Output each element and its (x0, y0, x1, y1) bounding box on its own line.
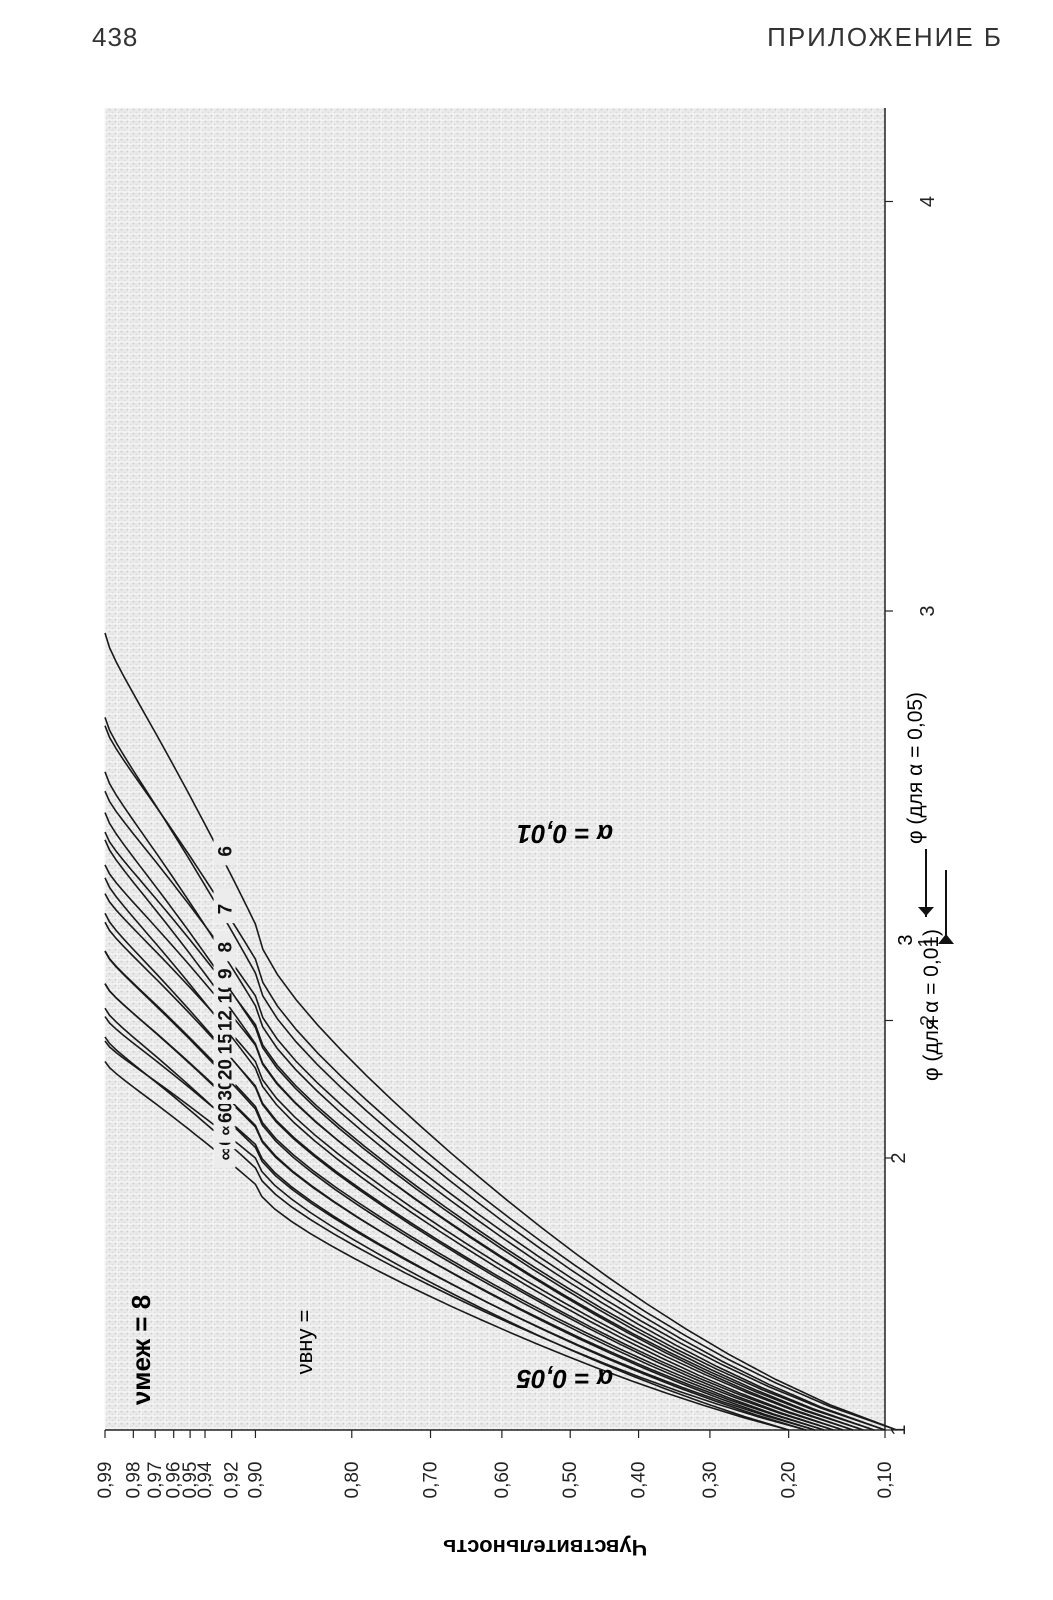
x-tick-label: 2 (888, 1152, 910, 1163)
curve-alpha05-df-8 (104, 831, 875, 1431)
y-tick-label: 0,96 (164, 1462, 185, 1499)
curve-label: ∞ (216, 1147, 237, 1161)
curve-alpha01-df-9 (104, 812, 864, 1431)
curve-alpha01-df-30 (104, 983, 816, 1431)
y-tick-label: 0,50 (560, 1462, 581, 1499)
curve-label: 30 (216, 1079, 237, 1100)
curve-label-backdrop (213, 1055, 236, 1084)
plot-area (105, 108, 885, 1430)
y-tick-label: 0,80 (342, 1462, 363, 1499)
curve-label-backdrop (213, 959, 236, 988)
y-tick-label: 0,92 (222, 1462, 243, 1499)
curve-alpha01-df-60 (104, 1016, 807, 1431)
curve-alpha01-df-12 (104, 877, 844, 1431)
curve-alpha05-df-15 (104, 950, 834, 1431)
curve-label: 15 (216, 1033, 237, 1055)
x-axis-title-alpha-01: φ (для α = 0,01) (920, 929, 943, 1081)
curve-label: 8 (216, 942, 237, 953)
y-tick-label: 0,99 (95, 1462, 116, 1499)
x-axis-arrow-start-label: 3 (895, 934, 917, 945)
curve-label-backdrop (213, 1098, 236, 1127)
x-axis-arrows (918, 849, 954, 944)
curve-alpha01-df-6 (104, 632, 897, 1431)
x-tick-label: 2 (917, 1015, 939, 1026)
df-within-label: νвну = (292, 1310, 317, 1375)
curve-alpha01-df-10 (104, 839, 854, 1431)
curve-label-backdrop (213, 895, 236, 924)
curve-label: 12 (216, 1010, 237, 1031)
curve-label: 9 (216, 968, 237, 979)
y-axis-title: Чувствительность (443, 1535, 647, 1560)
panel-label-alpha-01: α = 0,01 (517, 819, 613, 849)
y-tick-label: 0,98 (123, 1462, 144, 1499)
page-number: 438 (92, 22, 139, 52)
x-tick-label: 1 (888, 1424, 910, 1435)
curve-alpha01-df-15 (104, 912, 834, 1431)
y-tick-label: 0,70 (421, 1462, 442, 1499)
y-tick-label: 0,40 (629, 1462, 650, 1499)
curve-label: 7 (216, 904, 237, 915)
y-tick-label: 0,97 (145, 1462, 166, 1499)
y-tick-labels: 0,99 0,98 0,970,960,950,94 0,92 0,90 0,80 0,70… (95, 1430, 896, 1498)
curve-alpha01-df-∞ (104, 1040, 789, 1431)
x-tick-label: 3 (917, 605, 939, 616)
y-tick-label: 0,10 (875, 1462, 896, 1499)
curve-alpha05-df-∞ (104, 1061, 789, 1431)
x-tick-label: 1 (915, 936, 937, 947)
x-tick-labels: 1 2 2 3 4 1 (885, 196, 939, 1436)
df-between-label: νмеж = 8 (126, 1295, 156, 1405)
curve-label-backdrop (213, 837, 236, 866)
y-tick-label: 0,95 (180, 1462, 201, 1499)
running-head: ПРИЛОЖЕНИЕ Б (767, 22, 1003, 52)
x-tick-label: 4 (917, 196, 939, 207)
curve-label: 20 (216, 1059, 237, 1080)
x-axis-title-alpha-05: φ (для α = 0,05) (904, 692, 927, 844)
curve-alpha01-df-8 (104, 771, 875, 1431)
y-tick-label: 0,90 (245, 1462, 266, 1499)
panel-label-alpha-05: α = 0,05 (516, 1364, 613, 1394)
curve-label-backdrop (213, 1006, 236, 1035)
curve-label: 60 (216, 1102, 237, 1123)
y-tick-label: 0,60 (492, 1462, 513, 1499)
curve-alpha01-df-7 (104, 717, 886, 1431)
curve-alpha05-df-7 (104, 790, 886, 1431)
curve-alpha05-df-12 (104, 921, 844, 1431)
y-tick-label: 0,20 (779, 1462, 800, 1499)
curve-label-backdrop (213, 933, 236, 962)
y-tick-label: 0,94 (195, 1461, 216, 1498)
y-tick-label: 0,30 (700, 1462, 721, 1499)
curve-label: 6 (216, 846, 237, 857)
curve-label-backdrop (213, 1029, 236, 1058)
grid-lines (104, 107, 886, 1430)
curve-alpha05-df-10 (104, 893, 854, 1431)
curve-alpha01-df-20 (104, 950, 825, 1431)
